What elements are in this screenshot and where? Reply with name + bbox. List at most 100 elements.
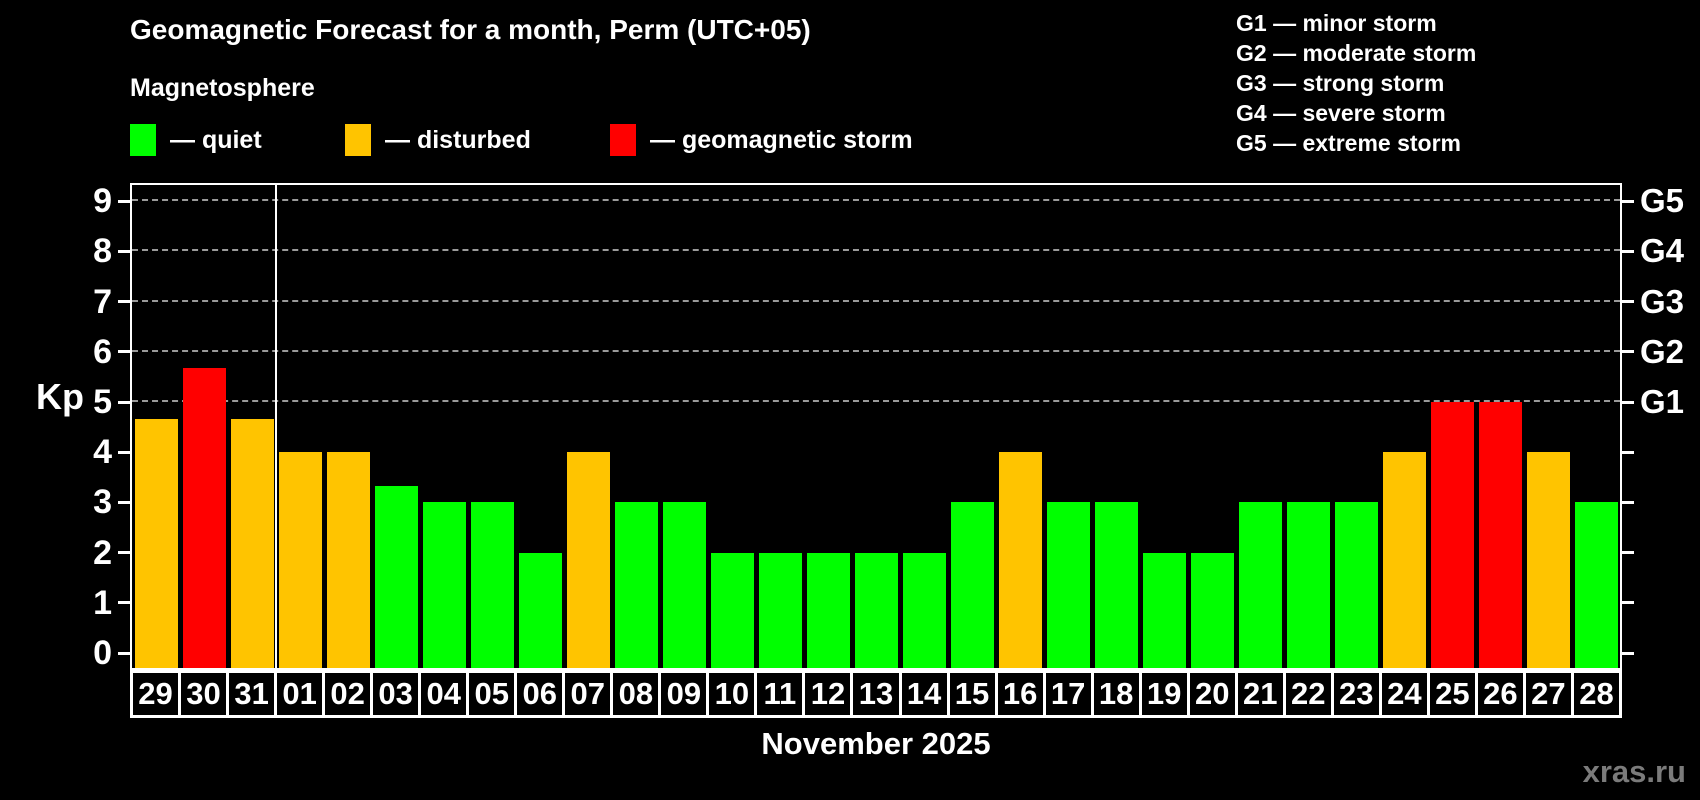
day-label-cell: 16 [994, 670, 1046, 718]
right-axis-tick [1622, 551, 1634, 555]
kp-bar-day-16 [998, 452, 1042, 668]
storm-scale-item-g3: G3 — strong storm [1236, 70, 1445, 96]
plot-area [130, 183, 1622, 670]
kp-bar-day-17 [1046, 502, 1090, 668]
kp-bar-day-31 [230, 418, 274, 668]
kp-bar-day-12 [806, 552, 850, 668]
kp-bar-day-10 [710, 552, 754, 668]
day-label-cell: 03 [370, 670, 422, 718]
day-label-cell: 15 [946, 670, 998, 718]
day-label-cell: 10 [706, 670, 758, 718]
kp-bar-day-05 [470, 502, 514, 668]
g-scale-label-g2: G2 [1640, 332, 1685, 370]
kp-bar-day-25 [1430, 402, 1474, 668]
kp-bar-day-29 [134, 418, 178, 668]
kp-tick-label: 1 [93, 583, 112, 622]
kp-bar-day-07 [566, 452, 610, 668]
kp-bar-day-04 [422, 502, 466, 668]
day-label-cell: 19 [1138, 670, 1190, 718]
g-scale-label-g5: G5 [1640, 182, 1685, 220]
day-label-cell: 31 [226, 670, 278, 718]
day-label-cell: 26 [1474, 670, 1526, 718]
right-axis-tick [1622, 199, 1634, 203]
kp-bar-day-03 [374, 485, 418, 668]
legend-item-quiet: — quiet [130, 123, 262, 157]
day-label-cell: 09 [658, 670, 710, 718]
storm-scale-legend: G1 — minor storm G2 — moderate storm G3 … [1236, 8, 1476, 158]
right-axis-tick [1622, 601, 1634, 605]
right-axis-tick [1622, 249, 1634, 253]
legend-item-storm: — geomagnetic storm [610, 123, 913, 157]
kp-bar-day-02 [326, 452, 370, 668]
day-label-cell: 30 [178, 670, 230, 718]
quiet-color-swatch [130, 124, 156, 156]
left-axis-tick [118, 199, 130, 203]
kp-bar-day-14 [902, 552, 946, 668]
left-axis-tick [118, 450, 130, 454]
kp-tick-label: 8 [93, 232, 112, 271]
gridline-kp9 [132, 199, 1620, 202]
page-title: Geomagnetic Forecast for a month, Perm (… [130, 14, 811, 45]
kp-bar-day-13 [854, 552, 898, 668]
right-axis-tick [1622, 300, 1634, 304]
right-axis-tick [1622, 350, 1634, 354]
g-scale-label-g4: G4 [1640, 232, 1685, 270]
left-axis-tick [118, 651, 130, 655]
kp-bar-day-19 [1142, 552, 1186, 668]
left-axis-tick [118, 350, 130, 354]
left-axis-tick [118, 249, 130, 253]
kp-tick-label: 7 [93, 282, 112, 321]
kp-bar-day-15 [950, 502, 994, 668]
right-axis-tick [1622, 651, 1634, 655]
storm-scale-item-g2: G2 — moderate storm [1236, 40, 1477, 66]
right-axis-tick [1622, 400, 1634, 404]
kp-bar-day-28 [1574, 502, 1618, 668]
kp-bar-day-22 [1286, 502, 1330, 668]
kp-tick-label: 2 [93, 533, 112, 572]
day-label-cell: 11 [754, 670, 806, 718]
kp-bar-day-18 [1094, 502, 1138, 668]
day-label-row: 29 30 31 01 02 03 04 05 06 07 08 09 10 11 12 13 14 15 16 17… [130, 670, 1622, 718]
day-label-cell: 02 [322, 670, 374, 718]
x-axis-title: November 2025 [761, 726, 991, 761]
day-label-cell: 28 [1570, 670, 1622, 718]
kp-tick-label: 6 [93, 332, 112, 371]
day-label-cell: 06 [514, 670, 566, 718]
day-label-cell: 23 [1330, 670, 1382, 718]
kp-bar-day-24 [1382, 452, 1426, 668]
day-label-cell: 21 [1234, 670, 1286, 718]
day-label-cell: 20 [1186, 670, 1238, 718]
left-axis-tick [118, 500, 130, 504]
g-scale-label-g3: G3 [1640, 282, 1685, 320]
day-label-cell: 18 [1090, 670, 1142, 718]
kp-tick-label: 0 [93, 634, 112, 672]
disturbed-color-swatch [345, 124, 371, 156]
kp-bar-day-27 [1526, 452, 1570, 668]
legend-label: — geomagnetic storm [650, 125, 913, 154]
y-axis-title: Kp [36, 376, 84, 417]
day-label-cell: 22 [1282, 670, 1334, 718]
kp-bar-day-11 [758, 552, 802, 668]
left-axis-tick [118, 601, 130, 605]
kp-bar-day-09 [662, 502, 706, 668]
storm-scale-item-g1: G1 — minor storm [1236, 10, 1437, 36]
storm-scale-item-g5: G5 — extreme storm [1236, 130, 1461, 156]
kp-tick-label: 9 [93, 182, 112, 221]
kp-bar-day-21 [1238, 502, 1282, 668]
day-label-cell: 13 [850, 670, 902, 718]
day-label-cell: 07 [562, 670, 614, 718]
legend-label: — disturbed [385, 125, 531, 154]
gridline-kp7 [132, 299, 1620, 302]
kp-bar-day-26 [1478, 402, 1522, 668]
day-label-cell: 05 [466, 670, 518, 718]
kp-tick-label: 4 [93, 433, 112, 472]
day-label-cell: 08 [610, 670, 662, 718]
legend-label: — quiet [170, 125, 262, 154]
storm-color-swatch [610, 124, 636, 156]
right-axis-tick [1622, 500, 1634, 504]
gridline-kp6 [132, 349, 1620, 352]
kp-bar-day-01 [278, 452, 322, 668]
gridline-kp8 [132, 249, 1620, 252]
gridline-kp5 [132, 400, 1620, 402]
